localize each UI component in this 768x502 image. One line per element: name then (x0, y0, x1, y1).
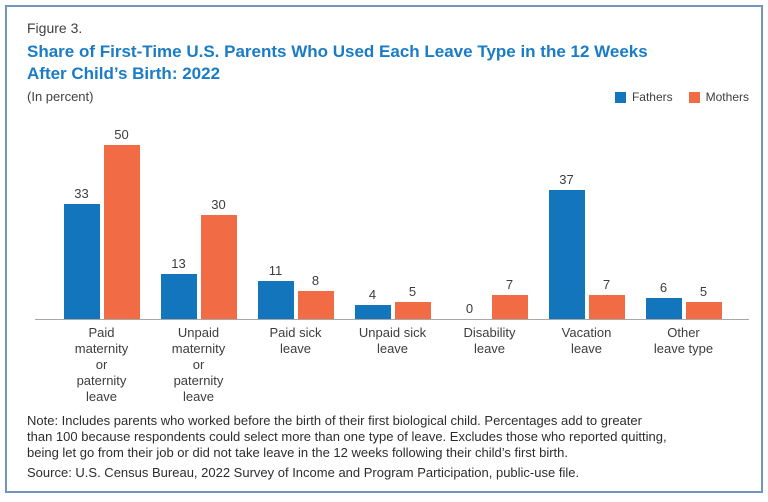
category-label: Unpaid maternity or paternity leave (171, 325, 226, 405)
value-label: 13 (171, 255, 186, 271)
bar-mothers (394, 301, 431, 320)
bar-mothers (685, 301, 722, 320)
value-label: 6 (659, 280, 668, 296)
figure-label: Figure 3. (27, 20, 83, 36)
category-label: Paid maternity or paternity leave (74, 325, 129, 405)
value-label: 5 (699, 283, 708, 299)
value-label: 7 (505, 276, 514, 292)
bar-col-fathers: 4 (354, 285, 391, 320)
bar-col-mothers: 8 (297, 264, 334, 320)
bar-group: 11 8 (247, 262, 344, 320)
bar-fathers (354, 305, 391, 320)
bar-mothers (200, 214, 237, 320)
bar-mothers (297, 291, 334, 320)
bar-group: 37 7 (538, 172, 635, 320)
value-label: 5 (408, 283, 417, 299)
source-text: Source: U.S. Census Bureau, 2022 Survey … (27, 465, 580, 481)
bar-fathers (63, 204, 100, 320)
value-label: 4 (368, 287, 377, 303)
bar-fathers (160, 273, 197, 320)
value-label: 50 (114, 127, 129, 143)
value-label: 7 (602, 276, 611, 292)
value-label: 37 (559, 172, 574, 188)
bar-col-fathers: 37 (548, 172, 585, 320)
bar-col-mothers: 5 (394, 283, 431, 320)
legend-label: Mothers (705, 90, 749, 105)
category-axis: Paid maternity or paternity leave Unpaid … (35, 320, 749, 405)
bar-col-fathers: 6 (645, 280, 682, 320)
bar-fathers (548, 190, 585, 320)
bar-col-mothers: 50 (103, 127, 140, 320)
category-label: Unpaid sick leave (358, 325, 427, 357)
category-label: Other leave type (653, 325, 714, 357)
bar-chart: 33 50 13 30 11 8 4 5 0 7 37 7 6 5 Paid maternity or p… (35, 124, 749, 405)
value-label: 11 (268, 262, 283, 278)
value-label: 30 (211, 196, 226, 212)
bar-col-mothers: 7 (491, 276, 528, 320)
notes-block: Note: Includes parents who worked before… (27, 413, 749, 481)
bar-col-mothers: 30 (200, 196, 237, 320)
legend-item-mothers: Mothers (688, 90, 749, 105)
note-text: Note: Includes parents who worked before… (27, 413, 667, 461)
legend-label: Fathers (631, 90, 673, 105)
bar-mothers (491, 294, 528, 320)
legend-item-fathers: Fathers (614, 90, 673, 105)
bar-col-fathers: 0 (452, 278, 488, 319)
page-title: Share of First-Time U.S. Parents Who Use… (27, 42, 648, 84)
bar-group: 33 50 (53, 127, 150, 320)
value-label: 0 (465, 301, 474, 317)
plot-area: 33 50 13 30 11 8 4 5 0 7 37 7 6 5 (35, 124, 749, 321)
bar-col-fathers: 33 (63, 128, 100, 320)
bar-fathers (257, 280, 294, 320)
subtitle-legend-row: (In percent) Fathers Mothers (27, 89, 749, 104)
bar-mothers (588, 294, 625, 320)
bar-mothers (103, 145, 140, 320)
bar-fathers (645, 298, 682, 320)
category-label: Vacation leave (561, 325, 612, 357)
category-label: Disability leave (463, 325, 516, 357)
bar-group: 13 30 (150, 196, 247, 320)
value-label: 33 (74, 186, 89, 202)
legend-swatch-fathers (614, 91, 626, 103)
bar-col-fathers: 11 (257, 262, 294, 320)
value-label: 8 (311, 273, 320, 289)
figure-frame: Figure 3. Share of First-Time U.S. Paren… (5, 5, 763, 493)
legend: Fathers Mothers (614, 90, 749, 105)
legend-swatch-mothers (688, 91, 700, 103)
chart-subtitle: (In percent) (27, 89, 94, 105)
bar-col-fathers: 13 (160, 198, 197, 320)
category-label: Paid sick leave (269, 325, 322, 357)
bar-col-mothers: 5 (685, 281, 722, 320)
bar-col-mothers: 7 (588, 173, 625, 320)
